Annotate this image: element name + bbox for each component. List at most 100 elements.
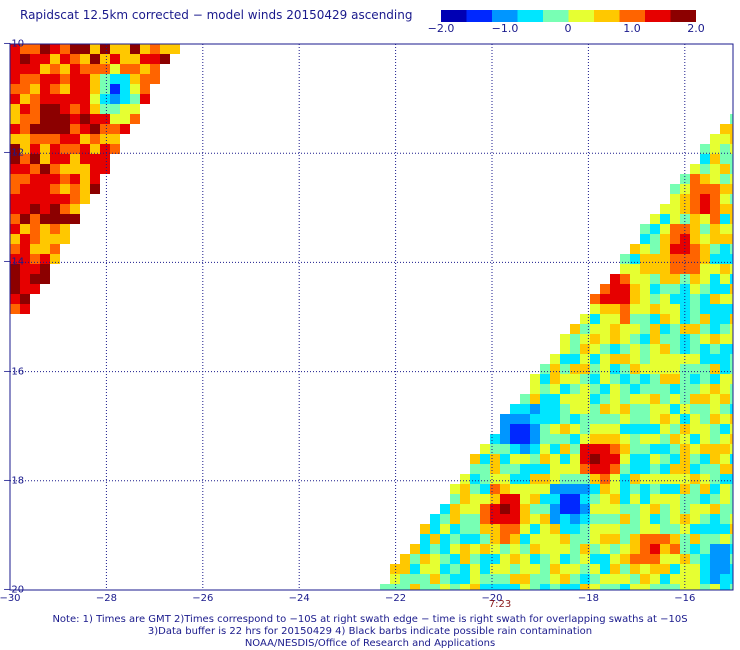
data-cell (90, 74, 100, 84)
data-cell (640, 494, 650, 504)
data-cell (720, 394, 730, 404)
data-cell (670, 294, 680, 304)
data-cell (550, 474, 560, 484)
data-cell (490, 464, 500, 474)
data-cell (580, 534, 590, 544)
data-cell (560, 504, 570, 514)
data-cell (640, 414, 650, 424)
map-frame (9, 43, 734, 591)
data-cell (600, 584, 610, 590)
data-cell (60, 174, 70, 184)
data-cell (650, 464, 660, 474)
data-cell (570, 454, 580, 464)
data-cell (460, 524, 470, 534)
data-cell (20, 224, 30, 234)
data-cell (90, 84, 100, 94)
data-cell (710, 234, 720, 244)
data-cell (60, 224, 70, 234)
data-cell (560, 534, 570, 544)
data-cell (580, 574, 590, 584)
data-cell (620, 324, 630, 334)
data-cell (20, 274, 30, 284)
data-cell (650, 534, 660, 544)
data-cell (510, 574, 520, 584)
data-cell (680, 224, 690, 234)
data-cell (690, 374, 700, 384)
data-cell (550, 434, 560, 444)
data-cell (30, 244, 40, 254)
data-cell (550, 494, 560, 504)
data-cell (160, 54, 170, 64)
data-cell (710, 554, 720, 564)
data-cell (460, 554, 470, 564)
data-cell (710, 574, 720, 584)
data-cell (50, 44, 60, 54)
data-cell (590, 394, 600, 404)
data-cell (30, 254, 40, 264)
data-cell (30, 124, 40, 134)
data-cell (50, 244, 60, 254)
data-cell (150, 74, 160, 84)
data-cell (20, 44, 30, 54)
data-cell (700, 534, 710, 544)
data-cell (600, 294, 610, 304)
data-cell (540, 484, 550, 494)
data-cell (700, 294, 710, 304)
data-cell (650, 264, 660, 274)
data-cell (670, 354, 680, 364)
data-cell (30, 274, 40, 284)
data-cell (20, 264, 30, 274)
data-cell (690, 354, 700, 364)
data-cell (30, 104, 40, 114)
data-cell (690, 204, 700, 214)
data-cell (30, 144, 40, 154)
data-cell (560, 584, 570, 590)
data-cell (420, 584, 430, 590)
data-cell (670, 364, 680, 374)
data-cell (570, 584, 580, 590)
data-cell (660, 554, 670, 564)
colorbar (441, 10, 696, 22)
data-cell (640, 374, 650, 384)
data-cell (720, 134, 730, 144)
data-cell (520, 554, 530, 564)
data-cell (670, 514, 680, 524)
data-cell (120, 94, 130, 104)
data-cell (10, 84, 20, 94)
data-cell (550, 554, 560, 564)
data-cell (700, 454, 710, 464)
data-cell (600, 334, 610, 344)
data-cell (650, 524, 660, 534)
data-cell (460, 484, 470, 494)
data-cell (620, 494, 630, 504)
data-cell (660, 484, 670, 494)
data-cell (710, 394, 720, 404)
data-cell (60, 44, 70, 54)
data-cell (430, 554, 440, 564)
data-cell (580, 374, 590, 384)
data-cell (560, 414, 570, 424)
data-cell (20, 154, 30, 164)
data-cell (80, 54, 90, 64)
data-cell (110, 84, 120, 94)
data-cell (640, 514, 650, 524)
data-cell (730, 304, 733, 314)
data-cell (440, 584, 450, 590)
data-cell (30, 154, 40, 164)
data-cell (720, 184, 730, 194)
data-cell (590, 334, 600, 344)
data-cell (470, 514, 480, 524)
data-cell (590, 424, 600, 434)
data-cell (480, 514, 490, 524)
data-cell (490, 434, 500, 444)
data-cell (70, 174, 80, 184)
data-cell (710, 524, 720, 534)
data-cell (570, 344, 580, 354)
data-cell (410, 554, 420, 564)
data-cell (400, 554, 410, 564)
data-cell (630, 534, 640, 544)
data-cell (630, 544, 640, 554)
data-cell (530, 414, 540, 424)
data-cell (620, 584, 630, 590)
data-cell (540, 364, 550, 374)
